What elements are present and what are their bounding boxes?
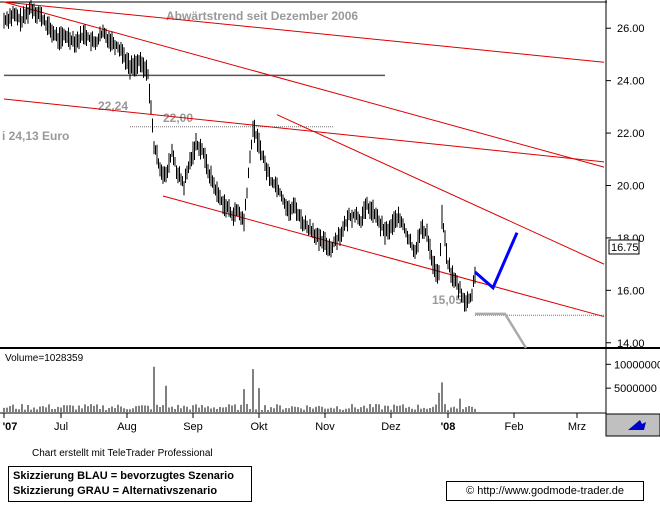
vol-tick-label: 5000000 (614, 383, 657, 395)
x-tick-label: Nov (315, 421, 335, 433)
y-tick-label: 16.00 (617, 285, 645, 297)
x-tick-label: Aug (117, 421, 137, 433)
y-tick-label: 14.00 (617, 338, 645, 350)
x-tick-label: Okt (250, 421, 267, 433)
x-tick-label: Jul (54, 421, 68, 433)
grey-scenario-path (475, 312, 528, 349)
x-tick-label: Dez (381, 421, 401, 433)
left-price-text: i 24,13 Euro (2, 129, 69, 143)
x-tick-label: '08 (441, 421, 456, 433)
source-box: © http://www.godmode-trader.de (446, 481, 644, 501)
y-tick-label: 24.00 (617, 76, 645, 88)
y-tick-label: 20.00 (617, 180, 645, 192)
x-tick-label: Mrz (568, 421, 586, 433)
chart-title: Abwärtstrend seit Dezember 2006 (166, 9, 358, 23)
volume-label: Volume=1028359 (5, 353, 84, 364)
y-tick-label: 26.00 (617, 23, 645, 35)
blue-scenario-path (474, 232, 519, 291)
trend-line (276, 114, 605, 265)
credit-text: Chart erstellt mit TeleTrader Profession… (32, 448, 213, 459)
low-label: 15,05 (432, 293, 462, 307)
last-price-value: 16.75 (611, 242, 639, 254)
x-tick-label: '07 (3, 421, 18, 433)
scenario-legend: Skizzierung BLAU = bevorzugtes Szenario … (8, 466, 252, 502)
trend-line (162, 195, 605, 318)
source-link[interactable]: http://www.godmode-trader.de (477, 485, 624, 497)
vol-tick-label: 10000000 (614, 359, 660, 371)
y-tick-label: 22.00 (617, 128, 645, 140)
legend-grey: Skizzierung GRAU = Alternativszenario (13, 485, 218, 497)
cursor-icon (628, 420, 646, 430)
x-tick-label: Feb (505, 421, 524, 433)
copyright-icon: © (466, 485, 475, 497)
last-price-box (608, 239, 640, 255)
trend-line (3, 1, 605, 63)
x-tick-label: Sep (183, 421, 203, 433)
legend-blue: Skizzierung BLAU = bevorzugtes Szenario (13, 470, 234, 482)
trend-line (3, 98, 605, 163)
high-label-2: 22,00 (163, 111, 193, 125)
